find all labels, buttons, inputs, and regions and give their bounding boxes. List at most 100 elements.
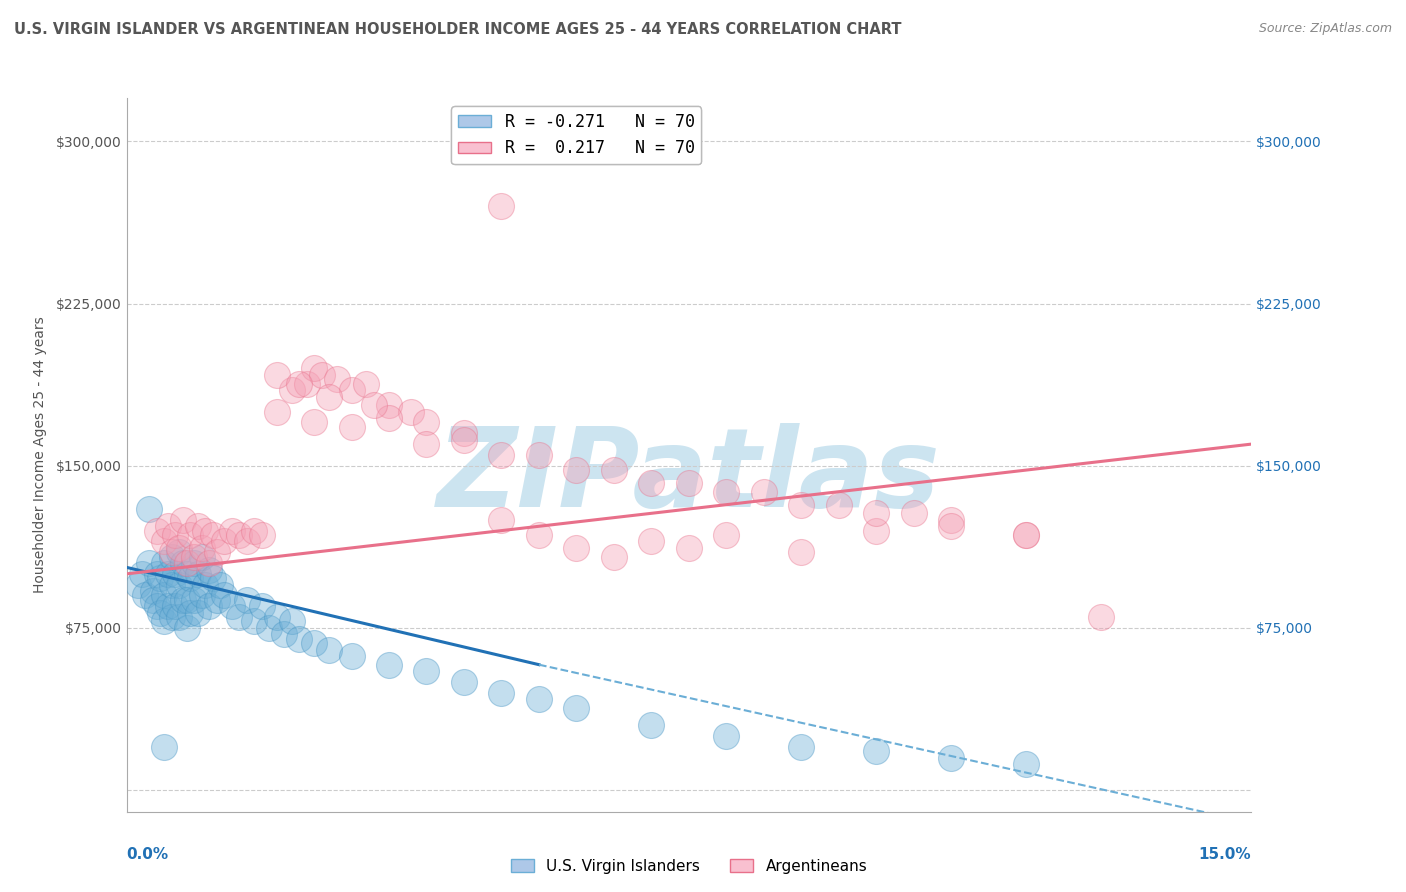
Point: [145, 524, 167, 538]
Point: [302, 416, 325, 430]
Point: [179, 571, 201, 585]
Point: [145, 599, 167, 614]
Point: [318, 642, 340, 657]
Point: [790, 498, 813, 512]
Point: [142, 584, 165, 599]
Point: [176, 592, 198, 607]
Point: [194, 577, 217, 591]
Point: [160, 549, 183, 564]
Point: [243, 615, 266, 629]
Point: [640, 534, 662, 549]
Point: [205, 592, 228, 607]
Point: [790, 545, 813, 559]
Point: [172, 513, 194, 527]
Point: [491, 686, 513, 700]
Point: [325, 372, 347, 386]
Point: [156, 519, 179, 533]
Point: [190, 589, 212, 603]
Point: [752, 484, 775, 499]
Point: [1015, 528, 1038, 542]
Point: [565, 701, 588, 715]
Point: [340, 383, 363, 397]
Point: [172, 556, 194, 570]
Point: [280, 615, 302, 629]
Point: [187, 519, 209, 533]
Point: [250, 528, 273, 542]
Point: [266, 368, 288, 382]
Point: [401, 405, 423, 419]
Point: [1090, 610, 1112, 624]
Point: [527, 692, 550, 706]
Point: [201, 528, 224, 542]
Point: [134, 589, 156, 603]
Point: [149, 606, 172, 620]
Point: [356, 376, 378, 391]
Point: [243, 524, 266, 538]
Point: [257, 621, 280, 635]
Point: [176, 621, 198, 635]
Point: [145, 566, 167, 581]
Point: [527, 528, 550, 542]
Point: [167, 541, 190, 555]
Point: [716, 528, 738, 542]
Point: [453, 426, 475, 441]
Point: [340, 648, 363, 663]
Point: [491, 513, 513, 527]
Point: [212, 589, 235, 603]
Point: [165, 599, 187, 614]
Point: [491, 448, 513, 462]
Point: [198, 562, 221, 576]
Point: [273, 627, 295, 641]
Point: [288, 376, 311, 391]
Point: [221, 524, 243, 538]
Point: [160, 610, 183, 624]
Point: [228, 610, 250, 624]
Point: [1015, 528, 1038, 542]
Point: [527, 448, 550, 462]
Point: [138, 502, 160, 516]
Point: [194, 524, 217, 538]
Point: [190, 541, 212, 555]
Point: [941, 519, 963, 533]
Point: [235, 534, 257, 549]
Point: [640, 718, 662, 732]
Point: [415, 437, 437, 451]
Point: [378, 411, 401, 425]
Point: [565, 541, 588, 555]
Point: [153, 534, 176, 549]
Point: [678, 541, 700, 555]
Point: [311, 368, 333, 382]
Point: [165, 528, 187, 542]
Point: [378, 657, 401, 672]
Point: [176, 556, 198, 570]
Point: [491, 199, 513, 213]
Point: [865, 524, 887, 538]
Point: [228, 528, 250, 542]
Point: [172, 592, 194, 607]
Point: [941, 513, 963, 527]
Point: [415, 664, 437, 678]
Point: [156, 599, 179, 614]
Point: [288, 632, 311, 646]
Text: Source: ZipAtlas.com: Source: ZipAtlas.com: [1258, 22, 1392, 36]
Point: [302, 636, 325, 650]
Point: [201, 571, 224, 585]
Point: [363, 398, 385, 412]
Point: [127, 577, 149, 591]
Point: [131, 566, 153, 581]
Point: [302, 361, 325, 376]
Text: 0.0%: 0.0%: [127, 847, 169, 863]
Point: [318, 390, 340, 404]
Legend: U.S. Virgin Islanders, Argentineans: U.S. Virgin Islanders, Argentineans: [505, 853, 873, 880]
Point: [266, 405, 288, 419]
Point: [941, 750, 963, 764]
Point: [235, 592, 257, 607]
Point: [183, 556, 205, 570]
Text: U.S. VIRGIN ISLANDER VS ARGENTINEAN HOUSEHOLDER INCOME AGES 25 - 44 YEARS CORREL: U.S. VIRGIN ISLANDER VS ARGENTINEAN HOUS…: [14, 22, 901, 37]
Point: [678, 476, 700, 491]
Point: [149, 571, 172, 585]
Point: [176, 566, 198, 581]
Point: [179, 606, 201, 620]
Point: [160, 577, 183, 591]
Point: [280, 383, 302, 397]
